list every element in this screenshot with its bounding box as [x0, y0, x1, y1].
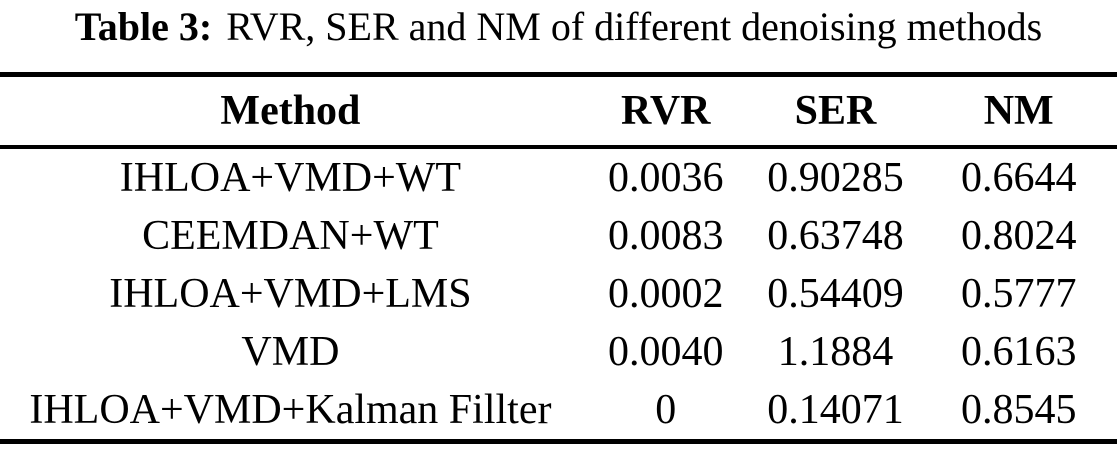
table-row: IHLOA+VMD+LMS 0.0002 0.54409 0.5777 [0, 265, 1117, 323]
table-row: VMD 0.0040 1.1884 0.6163 [0, 323, 1117, 381]
table-row: IHLOA+VMD+Kalman Fillter 0 0.14071 0.854… [0, 381, 1117, 442]
method-cell: CEEMDAN+WT [142, 213, 439, 259]
ser-cell: 0.90285 [767, 155, 904, 201]
nm-cell: 0.8545 [960, 387, 1077, 433]
ser-cell: 0.14071 [767, 387, 904, 433]
method-cell: IHLOA+VMD+WT [119, 155, 462, 201]
table-row: IHLOA+VMD+WT 0.0036 0.90285 0.6644 [0, 147, 1117, 207]
rvr-cell: 0.0002 [607, 271, 724, 317]
rvr-cell: 0 [655, 387, 677, 433]
header-nm: NM [920, 74, 1117, 149]
table-caption: Table 3: RVR, SER and NM of different de… [0, 0, 1117, 54]
ser-cell: 1.1884 [777, 329, 894, 375]
rvr-cell: 0.0036 [607, 155, 724, 201]
method-cell: IHLOA+VMD+LMS [109, 271, 472, 317]
nm-cell: 0.8024 [960, 213, 1077, 259]
nm-cell: 0.6644 [960, 155, 1077, 201]
header-method: Method [0, 74, 581, 149]
header-row: Method RVR SER NM [0, 74, 1117, 149]
ser-cell: 0.54409 [767, 271, 904, 317]
header-rvr: RVR [580, 74, 751, 149]
method-cell: IHLOA+VMD+Kalman Fillter [29, 387, 552, 433]
method-cell: VMD [241, 329, 340, 375]
caption-text: RVR, SER and NM of different denoising m… [226, 4, 1043, 49]
rvr-cell: 0.0040 [607, 329, 724, 375]
nm-cell: 0.6163 [960, 329, 1077, 375]
caption-label: Table 3: [74, 4, 213, 49]
nm-cell: 0.5777 [960, 271, 1077, 317]
header-ser: SER [750, 74, 921, 149]
ser-cell: 0.63748 [767, 213, 904, 259]
table-row: CEEMDAN+WT 0.0083 0.63748 0.8024 [0, 207, 1117, 265]
results-table: Method RVR SER NM IHLOA+VMD+WT 0.0036 0.… [0, 72, 1117, 444]
rvr-cell: 0.0083 [607, 213, 724, 259]
